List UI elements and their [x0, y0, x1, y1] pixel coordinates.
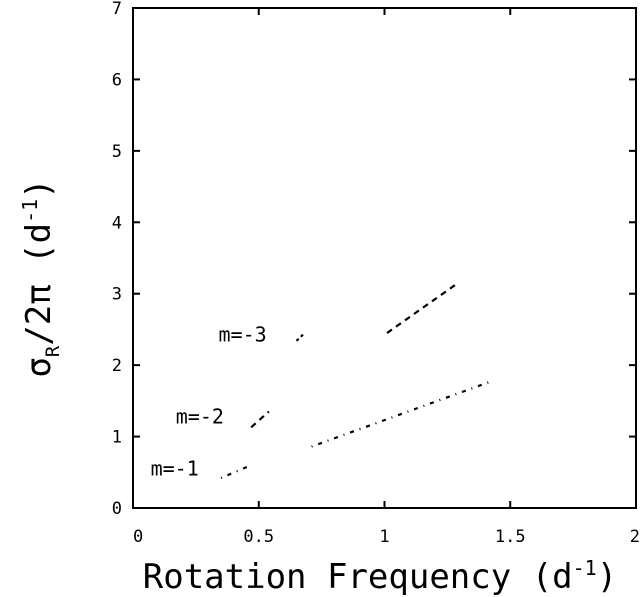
y-axis-ticks: 0 1 2 3 4 5 6 7 — [112, 0, 636, 519]
y-tick-label: 0 — [112, 499, 122, 519]
x-axis-label: Rotation Frequency (d-1) — [143, 556, 617, 597]
y-tick-label: 7 — [112, 0, 122, 19]
x-tick-label: 2 — [630, 527, 640, 547]
annotation-label: m=-3 — [219, 322, 267, 346]
series-m=-1 — [220, 379, 494, 480]
y-tick-label: 6 — [112, 70, 122, 90]
series-m=-3 — [295, 332, 305, 342]
plot-frame — [132, 7, 637, 509]
y-tick-label: 3 — [112, 285, 122, 305]
x-axis-ticks: 0 0.5 1 1.5 2 — [132, 8, 640, 547]
annotation-layer: m=-1 m=-2 m=-3 — [151, 322, 267, 480]
x-tick-label: 0 — [133, 527, 143, 547]
x-tick-label: 1 — [379, 527, 389, 547]
series-line-segment — [220, 464, 252, 480]
y-tick-label: 5 — [112, 142, 122, 162]
series-line-segment — [386, 284, 456, 334]
y-tick-label: 2 — [112, 356, 122, 376]
y-tick-label: 1 — [112, 428, 122, 448]
series-line-segment — [250, 410, 270, 429]
annotation-label: m=-2 — [176, 405, 224, 429]
series-m=-2 — [250, 284, 456, 429]
series-line-segment — [295, 332, 305, 342]
y-tick-label: 4 — [112, 213, 122, 233]
x-tick-label: 1.5 — [495, 527, 526, 547]
y-axis-label: σR/2π (d-1) — [18, 178, 64, 377]
x-tick-label: 0.5 — [243, 527, 274, 547]
annotation-label: m=-1 — [151, 457, 199, 481]
series-layer — [220, 284, 494, 480]
series-line-segment — [311, 379, 494, 448]
